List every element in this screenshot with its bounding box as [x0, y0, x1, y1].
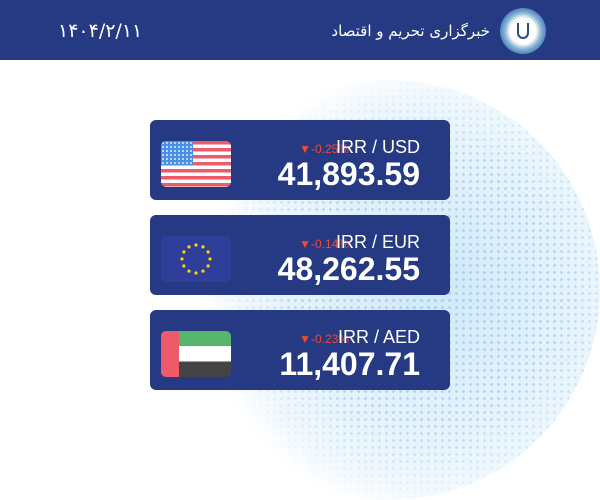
eu-flag-icon: [161, 236, 231, 282]
eu-star: [182, 264, 186, 268]
eu-star: [187, 269, 191, 273]
eu-star: [182, 250, 186, 254]
us-flag-icon: [161, 141, 231, 187]
eu-star: [201, 245, 205, 249]
change: ▼-0.14%: [299, 237, 349, 251]
rate: 48,262.55: [277, 251, 420, 287]
rate: 11,407.71: [279, 346, 420, 382]
pair: IRR / AED: [337, 327, 420, 347]
site-title[interactable]: خبرگزاری تحریم و اقتصاد: [331, 22, 490, 40]
change: ▼-0.25%: [299, 142, 349, 156]
pair: IRR / USD: [335, 137, 420, 157]
eu-star: [206, 250, 210, 254]
header: ۱۴۰۴/۲/۱۱ خبرگزاری تحریم و اقتصاد: [0, 0, 600, 60]
eu-star: [201, 269, 205, 273]
eu-star: [187, 245, 191, 249]
logo[interactable]: [500, 8, 546, 54]
change: ▼-0.23%: [299, 332, 349, 346]
eu-star: [194, 243, 198, 247]
rate-card-aed: ▼-0.23% IRR / AED 11,407.71: [150, 310, 450, 390]
eu-star: [208, 257, 212, 261]
date: ۱۴۰۴/۲/۱۱: [58, 20, 143, 42]
rate-card-usd: ▼-0.25% IRR / USD 41,893.59: [150, 120, 450, 200]
eu-star: [194, 271, 198, 275]
rate-card-eur: ▼-0.14% IRR / EUR 48,262.55: [150, 215, 450, 295]
rate: 41,893.59: [277, 156, 420, 192]
eu-star: [206, 264, 210, 268]
pair: IRR / EUR: [335, 232, 420, 252]
uae-flag-icon: [161, 331, 231, 377]
eu-star: [180, 257, 184, 261]
